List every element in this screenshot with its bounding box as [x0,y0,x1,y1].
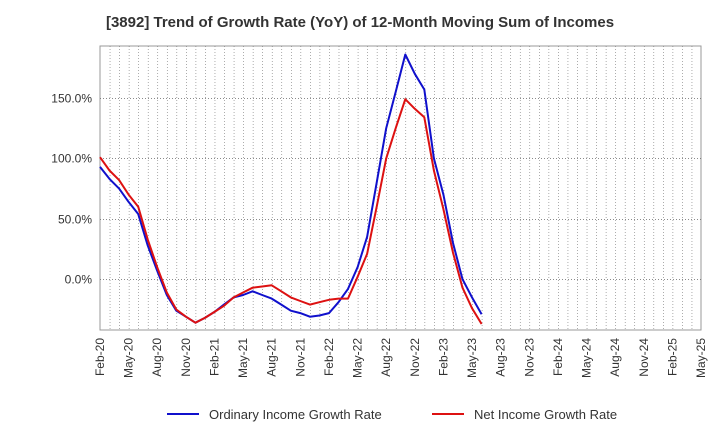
y-tick-label: 50.0% [58,213,92,227]
x-tick-label: Feb-22 [322,338,336,376]
x-tick-label: May-21 [236,338,250,378]
x-tick-label: Nov-24 [637,338,651,377]
y-tick-label: 150.0% [51,92,92,106]
x-tick-label: Feb-21 [207,338,221,376]
x-tick-label: Nov-21 [293,338,307,377]
x-tick-label: May-25 [694,338,708,378]
legend-net-income-label: Net Income Growth Rate [474,407,617,422]
x-tick-label: Aug-23 [494,338,508,377]
x-tick-label: Feb-25 [665,338,679,376]
x-tick-label: May-22 [351,338,365,378]
x-tick-label: May-24 [580,338,594,378]
x-tick-label: Aug-20 [150,338,164,377]
chart-title: [3892] Trend of Growth Rate (YoY) of 12-… [105,14,615,31]
legend-ordinary-income-label: Ordinary Income Growth Rate [209,407,382,422]
x-tick-label: May-20 [122,338,136,378]
x-tick-label: Aug-22 [379,338,393,377]
x-tick-label: Nov-22 [408,338,422,377]
plot-area [99,45,702,331]
y-tick-label: 100.0% [51,152,92,166]
x-tick-label: Aug-24 [608,338,622,377]
x-tick-label: Feb-20 [93,338,107,376]
x-tick-label: Feb-23 [436,338,450,376]
x-tick-label: May-23 [465,338,479,378]
x-tick-label: Nov-23 [522,338,536,377]
x-tick-label: Feb-24 [551,338,565,376]
x-tick-label: Aug-21 [265,338,279,377]
y-tick-label: 0.0% [65,273,93,287]
x-tick-label: Nov-20 [179,338,193,377]
